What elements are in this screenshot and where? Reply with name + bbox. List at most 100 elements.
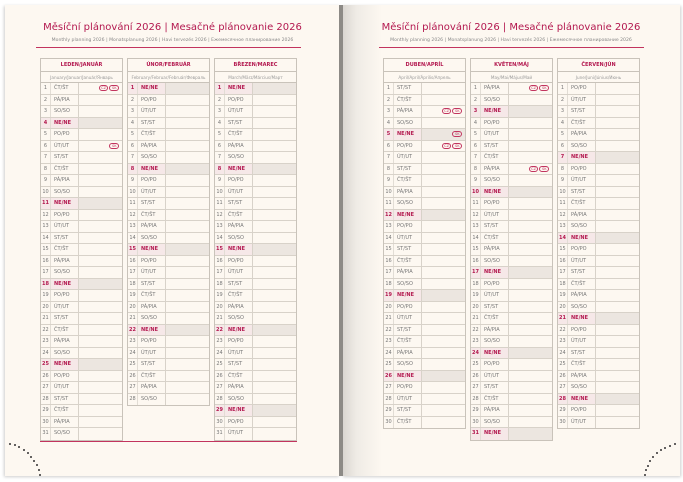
note-area[interactable] [509,210,552,221]
note-area[interactable] [422,233,465,244]
day-row[interactable]: 16 PÁ/PIA [41,255,122,267]
day-row[interactable]: 1 PÁ/PIA CZ SK [471,83,552,95]
day-row[interactable]: 2 PO/PO [128,94,209,106]
note-area[interactable] [166,118,209,129]
note-area[interactable] [509,175,552,186]
day-row[interactable]: 24 NE/NE [471,347,552,359]
day-row[interactable]: 7 ÚT/UT [384,152,465,164]
note-area[interactable] [253,221,296,232]
day-row[interactable]: 30 ÚT/UT [558,416,639,428]
note-area[interactable] [509,141,552,152]
day-row[interactable]: 7 ČT/ŠT [471,152,552,164]
day-row[interactable]: 14 ST/ST [41,232,122,244]
day-row[interactable]: 17 ÚT/UT [128,267,209,279]
note-area[interactable] [509,382,552,393]
day-row[interactable]: 9 ČT/ŠT [384,175,465,187]
day-row[interactable]: 12 ČT/ŠT [215,209,296,221]
note-area[interactable] [253,324,296,335]
day-row[interactable]: 1 PO/PO [558,83,639,95]
note-area[interactable] [422,370,465,381]
note-area[interactable] [166,359,209,370]
note-area[interactable] [79,129,122,140]
note-area[interactable] [166,152,209,163]
note-area[interactable] [596,290,639,301]
day-row[interactable]: 4 ST/ST [215,117,296,129]
note-area[interactable] [166,290,209,301]
note-area[interactable] [509,186,552,197]
note-area[interactable] [253,187,296,198]
note-area[interactable] [253,417,296,428]
day-row[interactable]: 15 NE/NE [215,244,296,256]
day-row[interactable]: 15 PO/PO [558,244,639,256]
day-row[interactable]: 16 SO/SO [471,255,552,267]
note-area[interactable] [422,256,465,267]
day-row[interactable]: 18 ČT/ŠT [558,278,639,290]
note-area[interactable] [596,221,639,232]
note-area[interactable] [79,336,122,347]
day-row[interactable]: 18 PO/PO [471,278,552,290]
note-area[interactable] [596,313,639,324]
note-area[interactable] [79,290,122,301]
note-area[interactable] [166,233,209,244]
day-row[interactable]: 7 SO/SO [128,152,209,164]
note-area[interactable] [166,348,209,359]
day-row[interactable]: 14 NE/NE [558,232,639,244]
day-row[interactable]: 29 NE/NE [215,405,296,417]
note-area[interactable] [166,382,209,393]
note-area[interactable] [422,382,465,393]
day-row[interactable]: 27 ÚT/UT [41,382,122,394]
note-area[interactable] [79,210,122,221]
day-row[interactable]: 6 SO/SO [558,140,639,152]
day-row[interactable]: 19 PÁ/PIA [558,290,639,302]
day-row[interactable]: 24 ÚT/UT [128,347,209,359]
day-row[interactable]: 5 ČT/ŠT [128,129,209,141]
day-row[interactable]: 12 ČT/ŠT [128,209,209,221]
note-area[interactable] [166,221,209,232]
note-area[interactable] [509,336,552,347]
note-area[interactable] [509,417,552,428]
day-row[interactable]: 19 ČT/ŠT [215,290,296,302]
day-row[interactable]: 28 ST/ST [41,393,122,405]
day-row[interactable]: 3 ÚT/UT [215,106,296,118]
day-row[interactable]: 20 PÁ/PIA [215,301,296,313]
note-area[interactable] [79,152,122,163]
note-area[interactable]: CZ SK [422,141,465,152]
day-row[interactable]: 17 PÁ/PIA [384,267,465,279]
day-row[interactable]: 28 ČT/ŠT [471,393,552,405]
day-row[interactable]: 23 ČT/ŠT [384,336,465,348]
day-row[interactable]: 3 PÁ/PIA CZ SK [384,106,465,118]
note-area[interactable] [596,95,639,106]
day-row[interactable]: 13 PÁ/PIA [128,221,209,233]
note-area[interactable] [79,359,122,370]
day-row[interactable]: 22 NE/NE [215,324,296,336]
note-area[interactable] [422,152,465,163]
note-area[interactable] [166,302,209,313]
note-area[interactable] [79,302,122,313]
day-row[interactable]: 17 NE/NE [471,267,552,279]
note-area[interactable] [79,428,122,440]
day-row[interactable]: 11 NE/NE [41,198,122,210]
day-row[interactable]: 25 SO/SO [384,359,465,371]
note-area[interactable] [79,325,122,336]
day-row[interactable]: 12 ÚT/UT [471,209,552,221]
day-row[interactable]: 10 NE/NE [471,186,552,198]
day-row[interactable]: 4 ČT/ŠT [558,117,639,129]
note-area[interactable] [79,106,122,117]
note-area[interactable] [253,279,296,290]
day-row[interactable]: 18 ST/ST [128,278,209,290]
day-row[interactable]: 29 PO/PO [558,405,639,417]
day-row[interactable]: 27 PO/PO [384,382,465,394]
day-row[interactable]: 20 ÚT/UT [41,301,122,313]
note-area[interactable] [253,244,296,255]
note-area[interactable] [596,210,639,221]
day-row[interactable]: 16 ÚT/UT [558,255,639,267]
note-area[interactable] [166,324,209,335]
note-area[interactable] [79,233,122,244]
note-area[interactable] [422,348,465,359]
day-row[interactable]: 18 NE/NE [41,278,122,290]
note-area[interactable] [509,267,552,278]
day-row[interactable]: 26 ÚT/UT [471,370,552,382]
note-area[interactable] [509,198,552,209]
day-row[interactable]: 5 NE/NE SK [384,129,465,141]
note-area[interactable] [509,256,552,267]
